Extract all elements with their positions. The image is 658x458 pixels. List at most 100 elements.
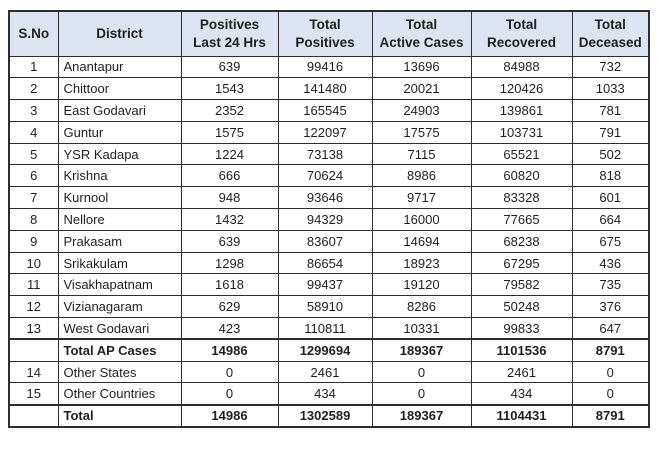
value-cell: 818 — [571, 164, 650, 188]
district-cell: Guntur — [57, 120, 182, 144]
sno-cell: 7 — [8, 186, 59, 210]
sno-cell: 13 — [8, 317, 59, 340]
value-cell: 0 — [180, 382, 279, 406]
value-cell: 664 — [571, 208, 650, 231]
value-cell: 1575 — [180, 120, 279, 144]
district-cell: Prakasam — [57, 229, 182, 253]
district-cell: Srikakulam — [57, 251, 182, 275]
district-cell: Total AP Cases — [57, 338, 182, 362]
value-cell: 2352 — [180, 99, 279, 122]
value-cell: 14986 — [180, 403, 279, 428]
table-row: 12 Vizianagaram 629 58910 8286 50248 376 — [8, 295, 650, 319]
value-cell: 1101536 — [470, 338, 573, 362]
table-body: 1 Anantapur 639 99416 13696 84988 732 2 Chittoor… — [8, 55, 650, 428]
sno-cell — [8, 403, 59, 428]
header-row: S.No District Positives Last 24 Hrs Total Pos… — [8, 10, 650, 57]
value-cell: 86654 — [277, 251, 373, 275]
value-cell: 70624 — [277, 164, 373, 188]
district-cell: Total — [57, 403, 182, 428]
value-cell: 17575 — [371, 120, 472, 144]
table-row: 5 YSR Kadapa 1224 73138 7115 65521 502 — [8, 142, 650, 166]
value-cell: 1543 — [180, 77, 279, 101]
value-cell: 1298 — [180, 251, 279, 275]
district-cell: YSR Kadapa — [57, 142, 182, 166]
table-row: 4 Guntur 1575 122097 17575 103731 791 — [8, 120, 650, 144]
value-cell: 1302589 — [277, 403, 373, 428]
value-cell: 1224 — [180, 142, 279, 166]
value-cell: 8791 — [571, 338, 650, 362]
sno-cell: 9 — [8, 229, 59, 253]
district-cell: Nellore — [57, 208, 182, 231]
value-cell: 68238 — [470, 229, 573, 253]
table-row: 2 Chittoor 1543 141480 20021 120426 1033 — [8, 77, 650, 101]
value-cell: 9717 — [371, 186, 472, 210]
value-cell: 16000 — [371, 208, 472, 231]
value-cell: 1618 — [180, 273, 279, 297]
value-cell: 647 — [571, 317, 650, 340]
value-cell: 791 — [571, 120, 650, 144]
value-cell: 67295 — [470, 251, 573, 275]
value-cell: 732 — [571, 55, 650, 79]
sno-cell: 2 — [8, 77, 59, 101]
value-cell: 8286 — [371, 295, 472, 319]
value-cell: 122097 — [277, 120, 373, 144]
header-cell: Total Recovered — [470, 10, 573, 57]
value-cell: 1033 — [571, 77, 650, 101]
district-cell: Anantapur — [57, 55, 182, 79]
value-cell: 58910 — [277, 295, 373, 319]
value-cell: 0 — [571, 360, 650, 384]
value-cell: 19120 — [371, 273, 472, 297]
value-cell: 8986 — [371, 164, 472, 188]
sno-cell: 3 — [8, 99, 59, 122]
table-row: 8 Nellore 1432 94329 16000 77665 664 — [8, 208, 650, 231]
value-cell: 0 — [371, 360, 472, 384]
district-cell: East Godavari — [57, 99, 182, 122]
value-cell: 189367 — [371, 403, 472, 428]
value-cell: 735 — [571, 273, 650, 297]
header-cell: District — [57, 10, 182, 57]
value-cell: 24903 — [371, 99, 472, 122]
value-cell: 60820 — [470, 164, 573, 188]
sno-cell: 12 — [8, 295, 59, 319]
value-cell: 139861 — [470, 99, 573, 122]
value-cell: 189367 — [371, 338, 472, 362]
table-row: 15 Other Countries 0 434 0 434 0 — [8, 382, 650, 406]
sno-cell: 6 — [8, 164, 59, 188]
header-cell: S.No — [8, 10, 59, 57]
value-cell: 2461 — [277, 360, 373, 384]
sno-cell — [8, 338, 59, 362]
table-row: 9 Prakasam 639 83607 14694 68238 675 — [8, 229, 650, 253]
value-cell: 639 — [180, 229, 279, 253]
district-cell: Kurnool — [57, 186, 182, 210]
sno-cell: 10 — [8, 251, 59, 275]
value-cell: 1432 — [180, 208, 279, 231]
value-cell: 110811 — [277, 317, 373, 340]
value-cell: 0 — [571, 382, 650, 406]
value-cell: 103731 — [470, 120, 573, 144]
value-cell: 99833 — [470, 317, 573, 340]
sno-cell: 11 — [8, 273, 59, 297]
value-cell: 629 — [180, 295, 279, 319]
value-cell: 601 — [571, 186, 650, 210]
value-cell: 50248 — [470, 295, 573, 319]
value-cell: 1104431 — [470, 403, 573, 428]
value-cell: 376 — [571, 295, 650, 319]
value-cell: 83328 — [470, 186, 573, 210]
header-cell: Total Active Cases — [371, 10, 472, 57]
district-cell: Vizianagaram — [57, 295, 182, 319]
value-cell: 675 — [571, 229, 650, 253]
sno-cell: 8 — [8, 208, 59, 231]
value-cell: 120426 — [470, 77, 573, 101]
table-row: Total AP Cases 14986 1299694 189367 1101536 8… — [8, 338, 650, 362]
value-cell: 781 — [571, 99, 650, 122]
value-cell: 2461 — [470, 360, 573, 384]
header-cell: Positives Last 24 Hrs — [180, 10, 279, 57]
district-cell: Other Countries — [57, 382, 182, 406]
value-cell: 10331 — [371, 317, 472, 340]
header-cell: Total Positives — [277, 10, 373, 57]
table-row: 7 Kurnool 948 93646 9717 83328 601 — [8, 186, 650, 210]
value-cell: 79582 — [470, 273, 573, 297]
value-cell: 65521 — [470, 142, 573, 166]
value-cell: 502 — [571, 142, 650, 166]
value-cell: 84988 — [470, 55, 573, 79]
